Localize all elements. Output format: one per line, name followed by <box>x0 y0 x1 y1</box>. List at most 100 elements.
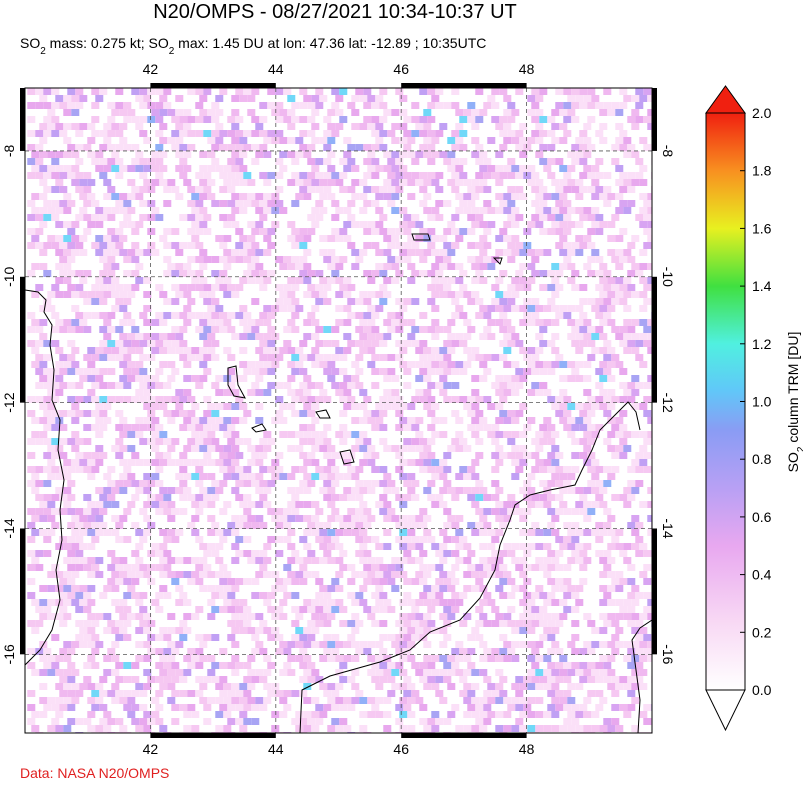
so2-pixel <box>31 263 39 270</box>
so2-pixel <box>455 515 463 522</box>
so2-pixel <box>35 326 43 333</box>
so2-pixel <box>583 389 591 396</box>
so2-pixel <box>507 256 515 263</box>
so2-pixel <box>115 578 123 585</box>
so2-pixel <box>611 690 619 697</box>
so2-pixel <box>383 529 391 536</box>
so2-pixel <box>299 438 307 445</box>
so2-pixel <box>483 158 491 165</box>
so2-pixel <box>539 144 547 151</box>
so2-pixel <box>199 263 207 270</box>
so2-pixel <box>179 704 187 711</box>
so2-pixel <box>367 655 375 662</box>
so2-pixel <box>431 473 439 480</box>
so2-pixel <box>287 179 295 186</box>
so2-pixel <box>311 627 319 634</box>
so2-pixel <box>555 270 563 277</box>
so2-pixel <box>171 284 179 291</box>
so2-pixel <box>575 333 583 340</box>
so2-pixel <box>455 123 463 130</box>
so2-pixel <box>647 207 655 214</box>
so2-pixel <box>171 676 179 683</box>
so2-pixel <box>455 669 463 676</box>
so2-pixel <box>419 340 427 347</box>
so2-pixel <box>419 522 427 529</box>
so2-pixel <box>411 634 419 641</box>
so2-pixel <box>511 221 519 228</box>
so2-pixel <box>343 641 351 648</box>
so2-pixel <box>131 368 139 375</box>
so2-pixel <box>387 480 395 487</box>
so2-pixel <box>175 165 183 172</box>
so2-pixel <box>419 718 427 725</box>
so2-pixel <box>391 263 399 270</box>
so2-pixel <box>547 662 555 669</box>
so2-pixel <box>175 95 183 102</box>
so2-pixel <box>331 606 339 613</box>
so2-pixel <box>475 354 483 361</box>
so2-pixel <box>131 326 139 333</box>
so2-pixel <box>363 550 371 557</box>
so2-pixel <box>147 522 155 529</box>
so2-pixel <box>199 655 207 662</box>
so2-pixel <box>75 382 83 389</box>
so2-pixel <box>227 466 235 473</box>
so2-pixel <box>315 704 323 711</box>
so2-pixel <box>327 641 335 648</box>
so2-pixel <box>595 676 603 683</box>
so2-pixel <box>387 326 395 333</box>
so2-pixel <box>255 347 263 354</box>
so2-pixel <box>195 284 203 291</box>
so2-pixel <box>231 333 239 340</box>
so2-pixel <box>451 88 459 95</box>
so2-pixel <box>51 88 59 95</box>
so2-pixel <box>95 95 103 102</box>
so2-pixel <box>407 445 415 452</box>
so2-pixel <box>371 186 379 193</box>
so2-pixel <box>543 529 551 536</box>
so2-pixel <box>131 88 139 95</box>
so2-pixel <box>263 487 271 494</box>
so2-pixel <box>403 298 411 305</box>
so2-pixel <box>323 354 331 361</box>
so2-pixel <box>187 662 195 669</box>
so2-pixel <box>559 361 567 368</box>
so2-pixel <box>63 193 71 200</box>
so2-pixel <box>359 725 367 732</box>
so2-pixel <box>255 557 263 564</box>
so2-pixel <box>607 319 615 326</box>
so2-pixel <box>631 235 639 242</box>
so2-pixel <box>587 298 595 305</box>
so2-pixel <box>323 130 331 137</box>
so2-pixel <box>55 543 63 550</box>
so2-pixel <box>63 263 71 270</box>
so2-pixel <box>243 368 251 375</box>
so2-pixel <box>187 256 195 263</box>
so2-pixel <box>459 592 467 599</box>
so2-pixel <box>619 298 627 305</box>
so2-pixel <box>55 207 63 214</box>
so2-pixel <box>99 214 107 221</box>
so2-pixel <box>43 410 51 417</box>
so2-pixel <box>247 683 255 690</box>
so2-pixel <box>247 263 255 270</box>
so2-pixel <box>587 242 595 249</box>
so2-pixel <box>527 263 535 270</box>
so2-pixel <box>115 228 123 235</box>
so2-pixel <box>303 543 311 550</box>
so2-pixel <box>179 144 187 151</box>
so2-pixel <box>347 186 355 193</box>
so2-pixel <box>179 270 187 277</box>
so2-pixel <box>187 298 195 305</box>
so2-pixel <box>287 571 295 578</box>
so2-pixel <box>227 284 235 291</box>
so2-pixel <box>187 186 195 193</box>
so2-pixel <box>123 606 131 613</box>
so2-pixel <box>187 130 195 137</box>
so2-pixel <box>595 480 603 487</box>
so2-pixel <box>371 116 379 123</box>
so2-pixel <box>311 459 319 466</box>
so2-pixel <box>379 410 387 417</box>
so2-pixel <box>335 697 343 704</box>
so2-pixel <box>171 662 179 669</box>
